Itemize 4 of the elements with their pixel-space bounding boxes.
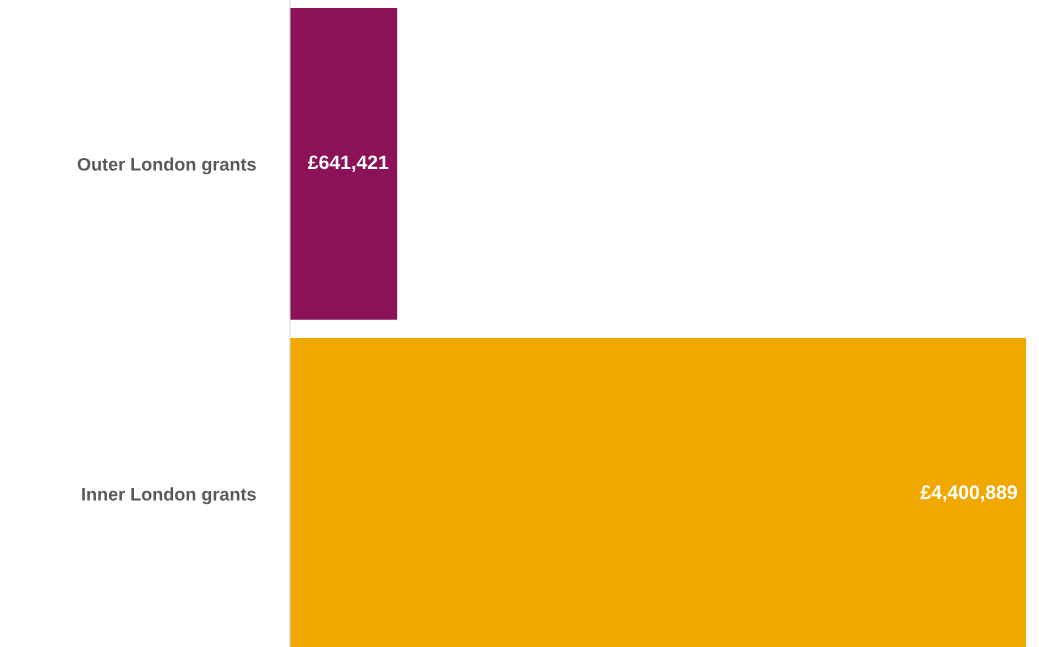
data-label: £641,421	[307, 155, 389, 173]
y-tick-label: Inner London grants	[82, 487, 256, 505]
data-label: £4,400,889	[920, 485, 1017, 502]
y-tick-label: Outer London grants	[77, 157, 256, 175]
